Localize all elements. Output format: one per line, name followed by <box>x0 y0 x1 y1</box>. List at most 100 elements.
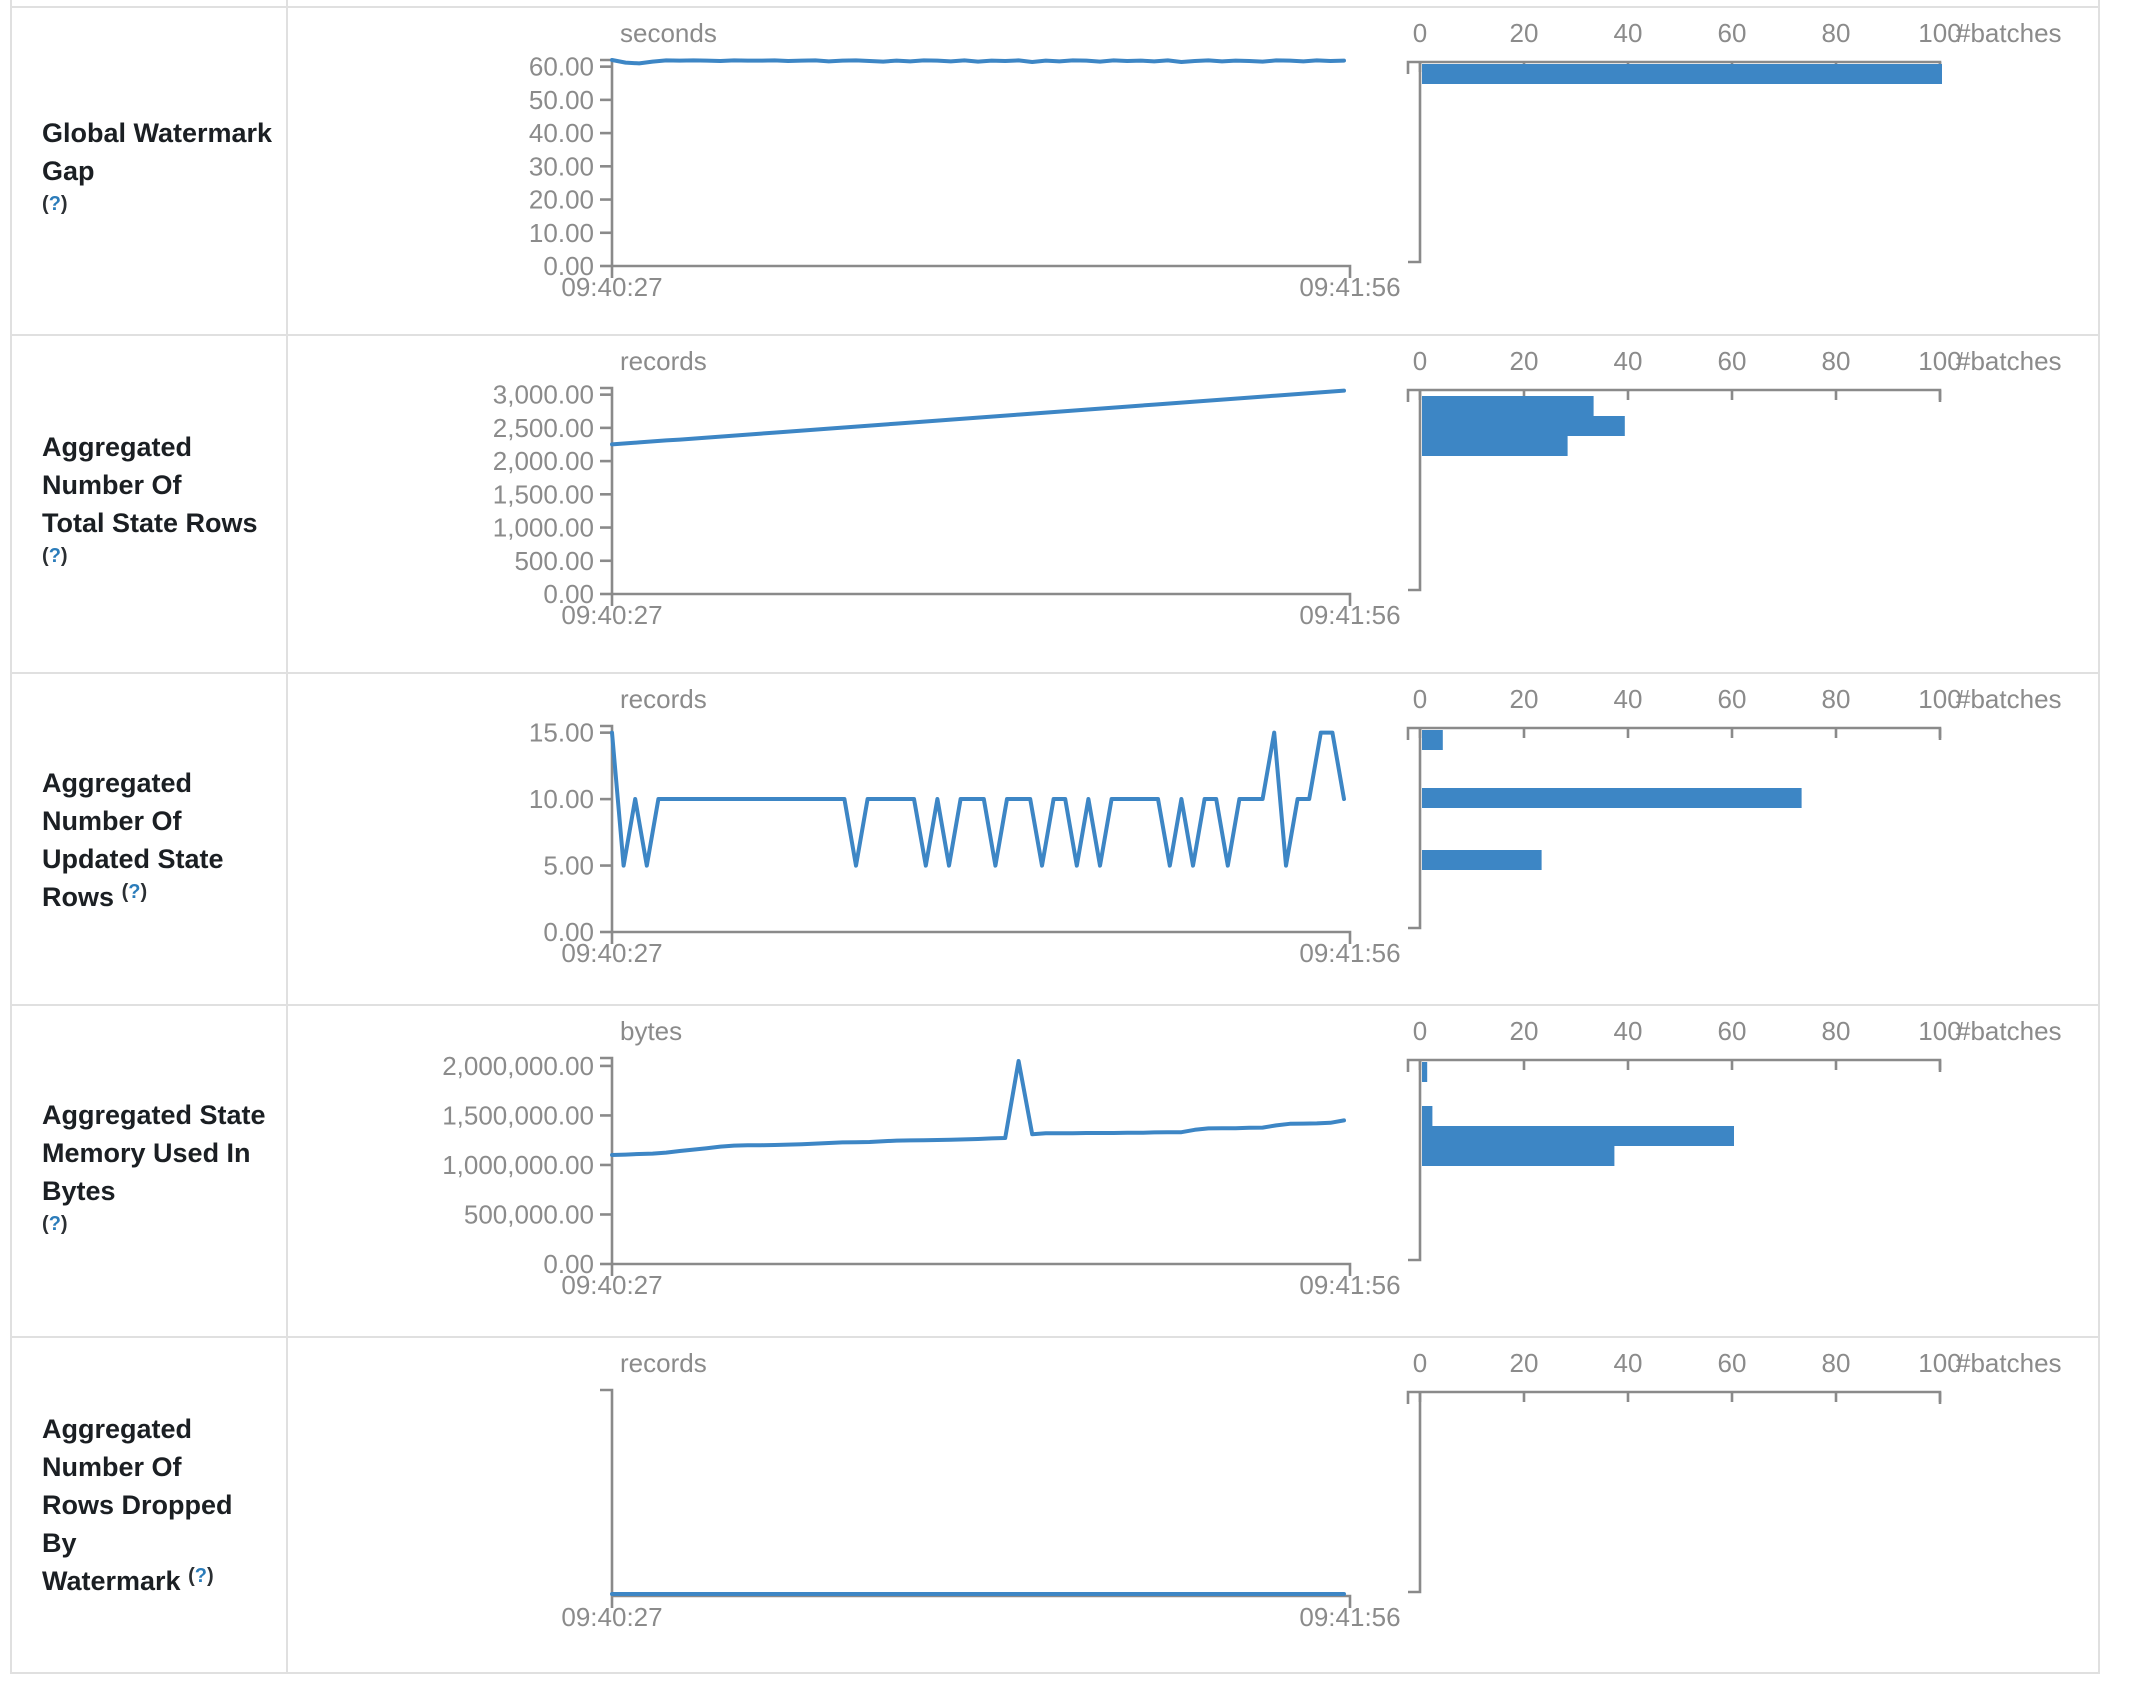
metric-label-text: Aggregated Number Of <box>42 1410 274 1486</box>
y-axis-tick-label: 20.00 <box>529 185 594 215</box>
unit-label: bytes <box>620 1016 682 1046</box>
x-axis-end-label: 09:41:56 <box>1299 272 1400 302</box>
hist-tick-label: 0 <box>1413 684 1427 714</box>
metric-label-line: Memory Used In Bytes <box>42 1137 251 1205</box>
unit-label: records <box>620 346 707 376</box>
hist-x-axis <box>1406 1058 1942 1072</box>
hist-tick-label: 80 <box>1822 1348 1851 1378</box>
x-axis-start-label: 09:40:27 <box>561 1270 662 1300</box>
y-axis-tick-label: 1,000,000.00 <box>442 1150 594 1180</box>
timeline-data-line <box>610 388 1346 447</box>
hist-y-axis <box>1408 728 1422 930</box>
metric-label: Aggregated Number Of Rows Dropped By Water… <box>12 1338 288 1672</box>
help-icon-char: ) <box>207 1566 214 1588</box>
help-icon[interactable]: (?) <box>188 1566 214 1588</box>
histogram-bar <box>1422 788 1802 808</box>
histogram-bar <box>1422 1062 1428 1082</box>
histogram-bar <box>1422 396 1594 416</box>
hist-tick-label: 100 <box>1918 1016 1961 1046</box>
metric-label-text: (?) <box>42 1209 274 1247</box>
hist-tick-label: 100 <box>1918 684 1961 714</box>
x-axis-start-label: 09:40:27 <box>561 1602 662 1632</box>
help-icon-char: ( <box>42 1213 49 1235</box>
metric-label-text: Aggregated State <box>42 1095 274 1133</box>
hist-tick-label: 100 <box>1918 18 1961 48</box>
hist-tick-label: 20 <box>1510 1016 1539 1046</box>
help-icon[interactable]: (?) <box>122 881 148 903</box>
table-border-stub <box>10 0 12 6</box>
metric-charts: seconds 60.00 50.00 40.00 30.00 20.00 10.00 0.0… <box>288 8 2098 334</box>
hist-tick-label: 0 <box>1413 1348 1427 1378</box>
unit-label: seconds <box>620 18 717 48</box>
y-axis-tick-label: 0.00 <box>543 1249 594 1279</box>
hist-y-axis <box>1408 1060 1422 1262</box>
metric-row-aggregated-number-of-updated-state-rows: Aggregated Number Of Updated State Rows (… <box>12 674 2098 1006</box>
y-axis-tick-label: 500,000.00 <box>464 1199 594 1229</box>
y-axis-tick-label: 5.00 <box>543 851 594 881</box>
hist-tick-label: 0 <box>1413 346 1427 376</box>
metric-charts: records 3,000.00 2,500.00 2,000.00 1,500.00 1… <box>288 336 2098 672</box>
metric-label-line: Rows Dropped By <box>42 1490 233 1558</box>
hist-y-axis <box>1408 62 1422 264</box>
hist-y-axis <box>1408 390 1422 592</box>
hist-tick-label: 60 <box>1718 18 1747 48</box>
metric-charts: bytes 2,000,000.00 1,500,000.00 1,000,000.0… <box>288 1006 2098 1336</box>
metric-label: Aggregated Number Of Total State Rows (?) <box>12 336 288 672</box>
hist-tick-label: 60 <box>1718 684 1747 714</box>
x-axis-end-label: 09:41:56 <box>1299 1270 1400 1300</box>
x-axis <box>610 592 1352 606</box>
histogram-bar <box>1422 1106 1433 1126</box>
y-axis <box>600 724 614 932</box>
hist-x-axis <box>1406 726 1942 740</box>
y-axis-tick-label: 2,000,000.00 <box>442 1051 594 1081</box>
batches-axis-label: #batches <box>1956 18 2062 48</box>
x-axis-end-label: 09:41:56 <box>1299 600 1400 630</box>
metric-label-text: Aggregated Number Of <box>42 763 274 839</box>
hist-x-axis <box>1406 1390 1942 1404</box>
help-icon[interactable]: (?) <box>42 1213 68 1235</box>
y-axis-tick-label: 50.00 <box>529 85 594 115</box>
metric-label: Aggregated State Memory Used In Bytes (?) <box>12 1006 288 1336</box>
metric-label-text: Global Watermark Gap <box>42 114 274 190</box>
hist-tick-label: 60 <box>1718 346 1747 376</box>
timeline-data-line <box>610 58 1346 66</box>
hist-tick-label: 20 <box>1510 346 1539 376</box>
hist-y-axis <box>1408 1392 1422 1594</box>
x-axis <box>610 1262 1352 1276</box>
help-icon-char: ( <box>188 1566 195 1588</box>
x-axis-end-label: 09:41:56 <box>1299 1602 1400 1632</box>
hist-tick-label: 0 <box>1413 18 1427 48</box>
x-axis <box>610 930 1352 944</box>
help-icon[interactable]: (?) <box>42 546 68 568</box>
batches-axis-label: #batches <box>1956 1016 2062 1046</box>
hist-tick-label: 60 <box>1718 1016 1747 1046</box>
y-axis-tick-label: 15.00 <box>529 718 594 748</box>
y-axis <box>600 386 614 594</box>
x-axis-start-label: 09:40:27 <box>561 600 662 630</box>
hist-tick-label: 40 <box>1614 684 1643 714</box>
unit-label: records <box>620 684 707 714</box>
hist-tick-label: 80 <box>1822 18 1851 48</box>
metric-label-text: Total State Rows (?) <box>42 504 274 580</box>
hist-tick-label: 20 <box>1510 684 1539 714</box>
metric-label-line: Total State Rows <box>42 508 258 538</box>
help-icon[interactable]: (?) <box>42 194 68 216</box>
metric-row-aggregated-number-of-rows-dropped-by-watermark: Aggregated Number Of Rows Dropped By Water… <box>12 1338 2098 1674</box>
y-axis-tick-label: 0.00 <box>543 917 594 947</box>
table-border-stub <box>286 0 288 6</box>
metric-label-line: Aggregated Number Of <box>42 767 193 835</box>
y-axis-tick-label: 10.00 <box>529 218 594 248</box>
y-axis-tick-label: 2,500.00 <box>493 413 594 443</box>
y-axis-tick-label: 10.00 <box>529 784 594 814</box>
hist-tick-label: 40 <box>1614 346 1643 376</box>
hist-tick-label: 40 <box>1614 1016 1643 1046</box>
y-axis-tick-label: 2,000.00 <box>493 446 594 476</box>
y-axis <box>600 1056 614 1264</box>
metric-label-text: Memory Used In Bytes <box>42 1133 274 1209</box>
hist-tick-label: 80 <box>1822 684 1851 714</box>
streaming-stats-table: Global Watermark Gap (?) seconds 60.00 50.0… <box>10 6 2100 1674</box>
table-border-stub <box>2098 0 2100 6</box>
metric-label-text: Aggregated Number Of <box>42 428 274 504</box>
